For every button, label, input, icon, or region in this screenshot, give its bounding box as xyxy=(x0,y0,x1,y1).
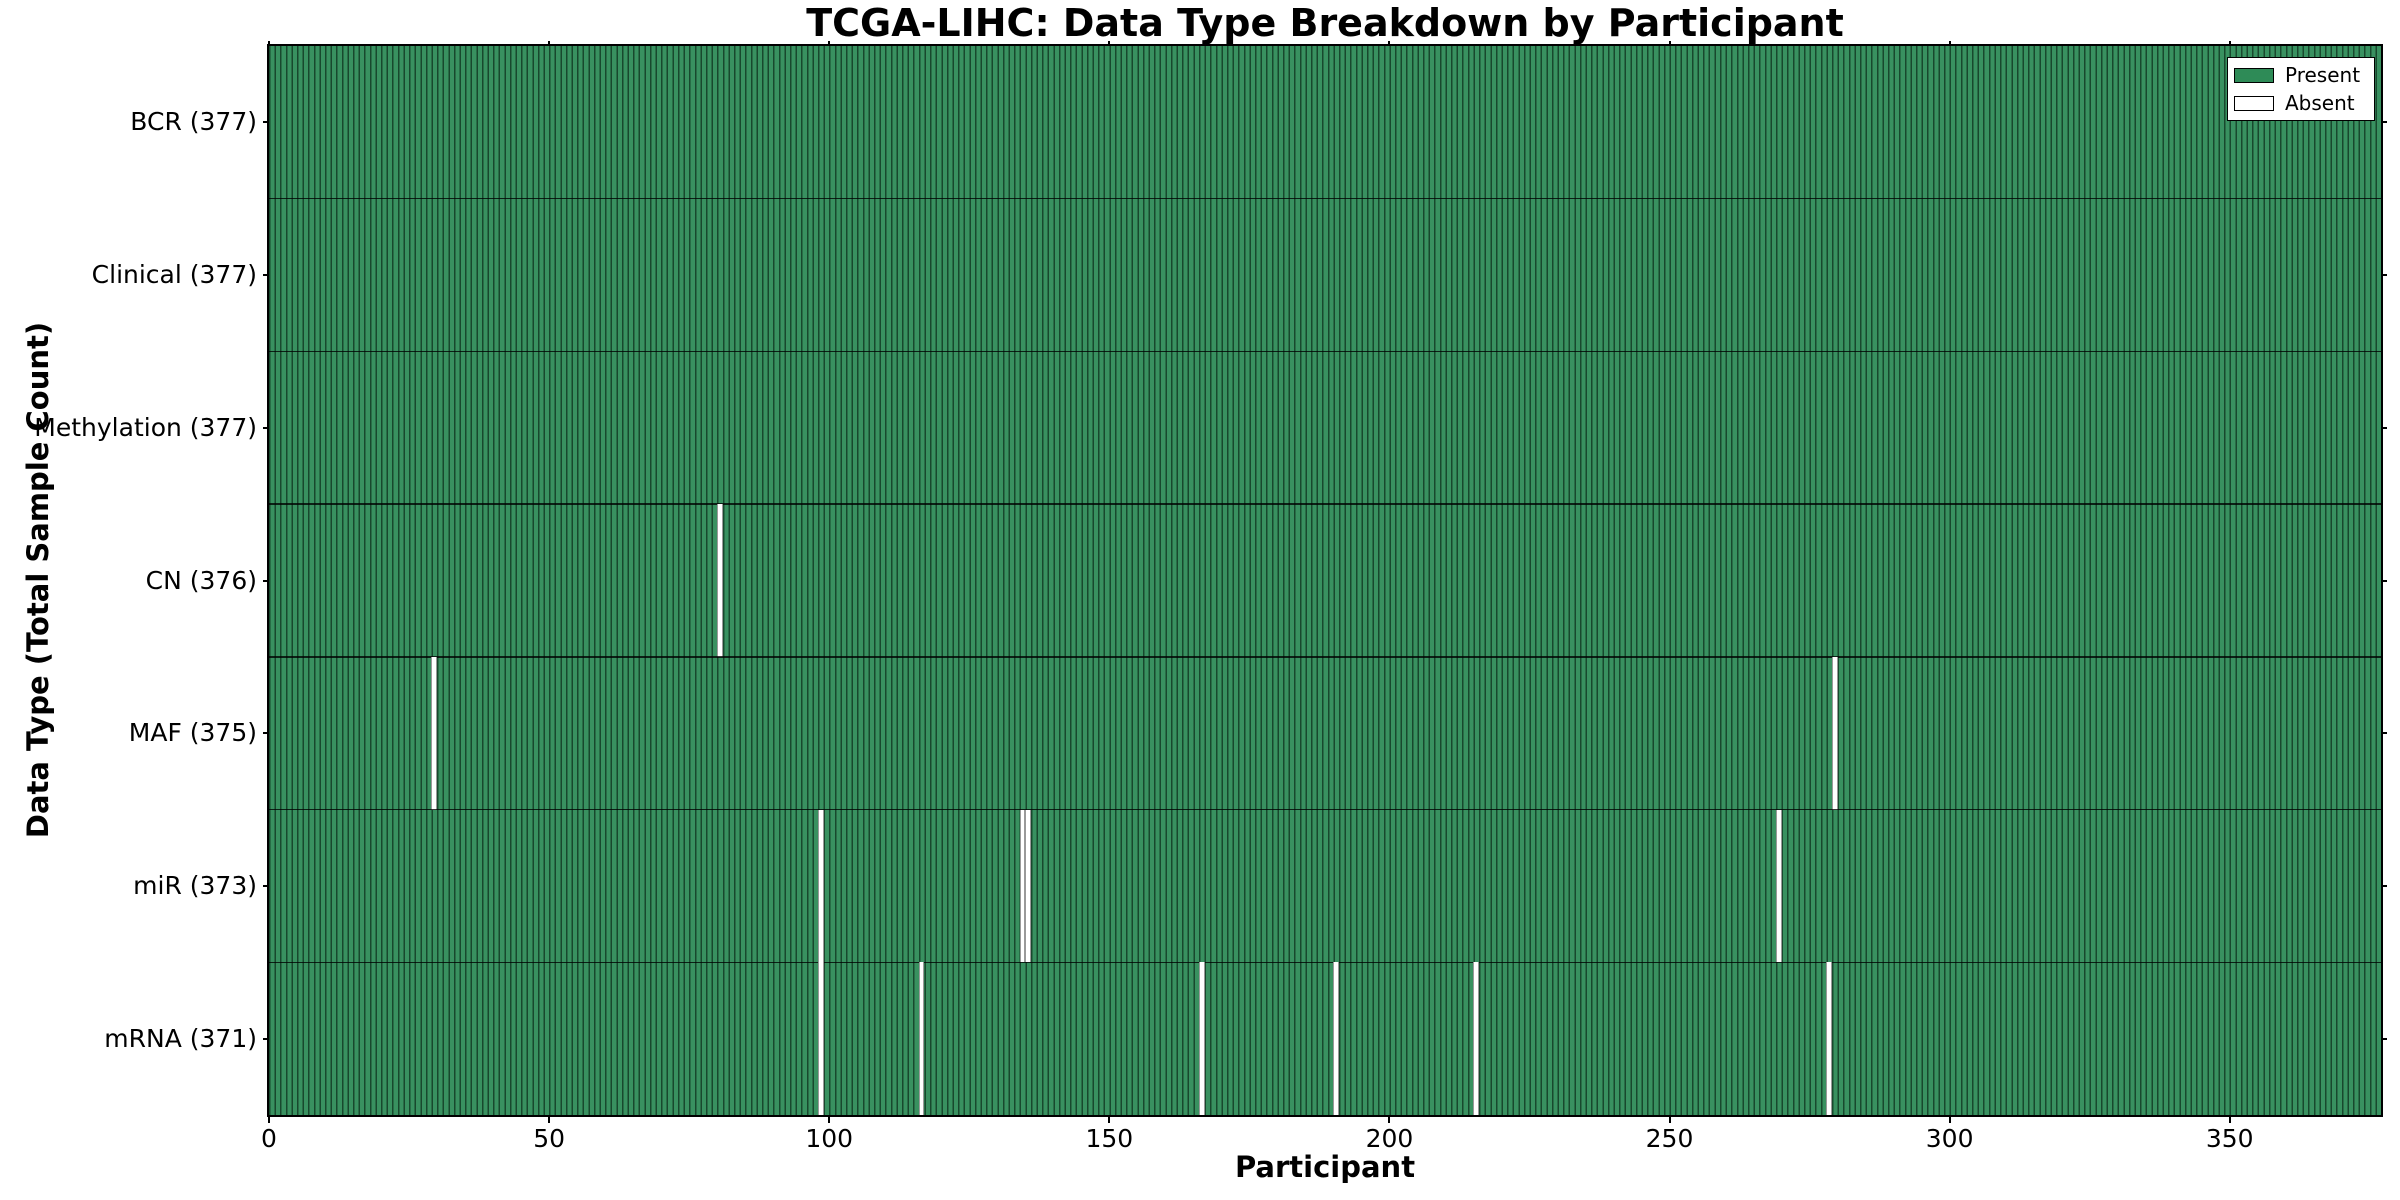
legend-label-absent: Absent xyxy=(2285,91,2355,115)
legend-item-absent: Absent xyxy=(2234,91,2368,115)
absent-swatch xyxy=(2234,95,2274,111)
absent-cell xyxy=(1473,962,1480,1115)
legend-item-present: Present xyxy=(2234,63,2368,87)
row-separator xyxy=(269,198,2381,200)
y-tick xyxy=(263,1037,269,1040)
x-tick xyxy=(1668,1115,1671,1123)
y-tick-label: BCR (377) xyxy=(130,107,257,137)
row-separator xyxy=(269,350,2381,353)
x-tick-label: 350 xyxy=(2205,1124,2254,1153)
absent-cell xyxy=(1025,809,1031,963)
legend: Present Absent xyxy=(2227,57,2375,121)
y-tick-label: CN (376) xyxy=(145,565,257,595)
y-tick xyxy=(2381,1037,2387,1040)
y-tick xyxy=(263,579,269,582)
absent-cell xyxy=(1198,962,1205,1115)
absent-cell xyxy=(1333,962,1339,1115)
x-tick-label: 200 xyxy=(1365,1124,1414,1153)
x-tick xyxy=(548,1115,551,1123)
absent-cell xyxy=(1831,656,1838,810)
x-tick-label: 150 xyxy=(1085,1124,1134,1153)
x-tick-top xyxy=(1948,41,1951,46)
y-tick xyxy=(263,121,269,124)
x-tick-top xyxy=(1668,41,1671,46)
absent-cell xyxy=(1775,809,1782,963)
x-tick-label: 100 xyxy=(805,1124,854,1153)
absent-cell xyxy=(431,656,438,810)
y-tick xyxy=(2381,426,2387,429)
y-tick xyxy=(263,426,269,429)
y-tick xyxy=(263,884,269,887)
y-tick xyxy=(263,732,269,735)
row-separator xyxy=(269,656,2381,658)
x-tick xyxy=(1108,1115,1111,1123)
y-tick xyxy=(2381,274,2387,277)
absent-cell xyxy=(1826,962,1832,1115)
row-separator xyxy=(269,961,2381,963)
x-tick-label: 50 xyxy=(533,1124,565,1153)
y-tick-label: MAF (375) xyxy=(128,718,257,748)
x-tick-label: 300 xyxy=(1925,1124,1974,1153)
y-tick-label: mRNA (371) xyxy=(104,1023,257,1053)
legend-label-present: Present xyxy=(2285,63,2361,87)
x-tick-top xyxy=(828,41,831,46)
y-tick xyxy=(2381,121,2387,124)
x-tick xyxy=(1948,1115,1951,1123)
row-separator xyxy=(269,808,2381,811)
y-tick xyxy=(2381,579,2387,582)
y-tick-label: Methylation (377) xyxy=(34,412,257,442)
x-tick xyxy=(2228,1115,2231,1123)
plot-border xyxy=(267,44,2383,1117)
x-tick-top xyxy=(1388,41,1391,46)
present-swatch xyxy=(2234,67,2274,83)
x-axis-label: Participant xyxy=(1234,1150,1416,1184)
y-tick xyxy=(2381,884,2387,887)
absent-cell xyxy=(918,962,925,1115)
row-separator xyxy=(269,503,2381,505)
chart-title: TCGA-LIHC: Data Type Breakdown by Partic… xyxy=(806,1,1844,45)
y-tick-label: miR (373) xyxy=(133,870,257,900)
x-tick xyxy=(268,1115,270,1123)
absent-cell xyxy=(818,962,824,1115)
y-axis-label: Data Type (Total Sample Count) xyxy=(21,321,55,839)
x-tick-top xyxy=(548,41,551,46)
absent-cell xyxy=(717,504,723,657)
absent-cell xyxy=(1019,809,1026,963)
absent-cell xyxy=(818,809,824,963)
x-tick-top xyxy=(268,41,270,46)
plot-area: BCR (377) Clinical (377) Methylation (377)… xyxy=(34,41,2387,1153)
y-tick xyxy=(2381,732,2387,735)
x-tick-label: 250 xyxy=(1645,1124,1694,1153)
x-tick-top xyxy=(1108,41,1111,46)
x-tick xyxy=(1388,1115,1391,1123)
x-tick-top xyxy=(2228,41,2231,46)
y-tick-label: Clinical (377) xyxy=(91,260,257,290)
x-tick xyxy=(828,1115,831,1123)
y-tick xyxy=(263,274,269,277)
x-tick-label: 0 xyxy=(261,1124,277,1153)
